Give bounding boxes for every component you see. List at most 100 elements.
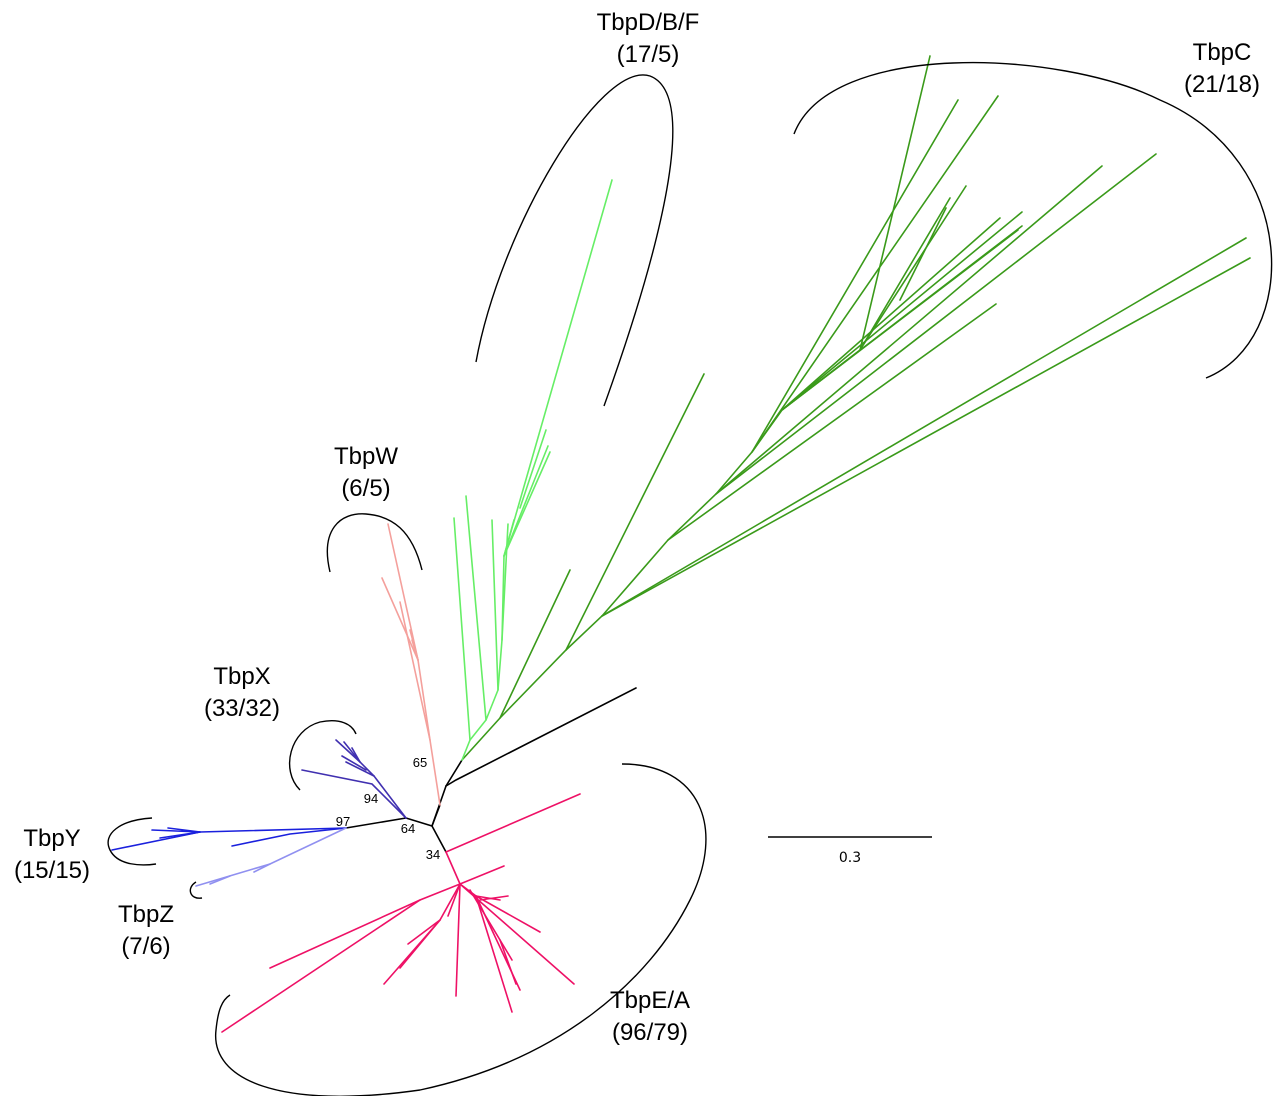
branch: [381, 577, 419, 661]
backbone-branch: [445, 687, 637, 787]
branch: [351, 747, 361, 763]
branch: [475, 895, 501, 901]
arc-tbpz: [189, 881, 203, 899]
branch: [209, 875, 231, 885]
clade-tbpdbf-branches: [453, 179, 613, 761]
branch: [565, 373, 705, 651]
label-tbpx-count: (33/32): [204, 695, 280, 722]
branch: [781, 229, 1019, 411]
label-tbpy-count: (15/15): [14, 857, 90, 884]
branch: [447, 883, 461, 917]
arc-tbpea: [215, 763, 707, 1096]
branch: [859, 185, 967, 351]
clade-arcs: [107, 61, 1273, 1096]
branch: [601, 257, 1251, 617]
branch: [167, 827, 201, 833]
bootstrap-64: 64: [401, 821, 415, 836]
branch: [301, 769, 407, 819]
bootstrap-values: 65 94 97 64 34: [336, 755, 440, 862]
branch: [465, 495, 487, 721]
clade-tbpy-branches: [111, 827, 347, 851]
branch: [177, 831, 201, 837]
branch: [445, 851, 461, 885]
arc-tbpw: [326, 513, 423, 573]
branch: [231, 827, 347, 847]
branch: [479, 895, 509, 901]
branch: [491, 519, 499, 691]
label-tbpy-name: TbpY: [23, 825, 80, 852]
backbone-branch: [431, 825, 447, 853]
branch: [715, 153, 1157, 495]
branch: [345, 761, 375, 777]
branch: [453, 517, 471, 741]
branch: [751, 99, 959, 453]
label-tbpc-count: (21/18): [1184, 71, 1260, 98]
label-tbpea-name: TbpE/A: [610, 987, 690, 1014]
bootstrap-65: 65: [413, 755, 427, 770]
label-tbpea-count: (96/79): [612, 1019, 688, 1046]
label-tbpz-count: (7/6): [121, 933, 170, 960]
clade-tbpea-branches: [221, 793, 581, 1033]
branch: [335, 739, 361, 763]
backbone-branch: [445, 759, 463, 787]
backbone-branches: [345, 687, 637, 853]
label-tbpc-name: TbpC: [1193, 39, 1252, 66]
clade-tbpw-branches: [381, 523, 441, 806]
branch: [459, 865, 505, 885]
clade-tbpz-branches: [195, 827, 347, 887]
bootstrap-34: 34: [426, 847, 440, 862]
branch: [253, 863, 271, 873]
arc-tbpc: [793, 61, 1273, 379]
branch: [859, 197, 951, 351]
branch: [195, 827, 347, 887]
arc-tbpdbf: [475, 74, 674, 407]
branch: [399, 919, 441, 969]
branch: [475, 895, 541, 933]
branch: [455, 883, 461, 997]
branch: [445, 793, 581, 853]
branch: [899, 207, 947, 301]
arc-tbpy: [107, 817, 157, 866]
branch: [751, 95, 999, 453]
scale-bar: 0.3: [768, 836, 932, 866]
label-tbpw-count: (6/5): [341, 475, 390, 502]
backbone-branch: [345, 817, 407, 829]
bootstrap-94: 94: [364, 791, 378, 806]
branch: [341, 755, 367, 771]
branch: [499, 939, 513, 961]
branch: [461, 55, 931, 761]
bootstrap-97: 97: [336, 814, 350, 829]
branch: [781, 217, 1001, 411]
branch: [399, 601, 431, 741]
branch: [503, 519, 515, 557]
clade-tbpx-branches: [301, 739, 407, 819]
branch: [715, 165, 1103, 495]
branch: [221, 883, 461, 1033]
branch: [781, 211, 1023, 411]
branch: [343, 741, 407, 819]
branch: [499, 569, 571, 719]
branch: [601, 237, 1247, 617]
label-tbpz-name: TbpZ: [118, 901, 174, 928]
backbone-branch: [405, 817, 433, 827]
branch: [411, 639, 419, 661]
branch: [407, 919, 441, 945]
scale-bar-label: 0.3: [839, 850, 861, 866]
backbone-branch: [431, 804, 441, 827]
branch: [461, 179, 613, 761]
branch: [469, 889, 517, 985]
clade-tbpc-branches: [461, 55, 1251, 761]
label-tbpdbf-count: (17/5): [617, 41, 680, 68]
arc-tbpx: [288, 720, 357, 791]
branch: [269, 899, 421, 969]
label-tbpx-name: TbpX: [213, 663, 270, 690]
label-tbpdbf-name: TbpD/B/F: [597, 9, 700, 36]
branch: [387, 523, 441, 806]
clade-labels: TbpD/B/F (17/5) TbpC (21/18) TbpW (6/5) …: [14, 9, 1260, 1046]
branch: [519, 429, 547, 509]
label-tbpw-name: TbpW: [334, 443, 398, 470]
branch: [667, 303, 997, 541]
branch: [503, 451, 551, 557]
